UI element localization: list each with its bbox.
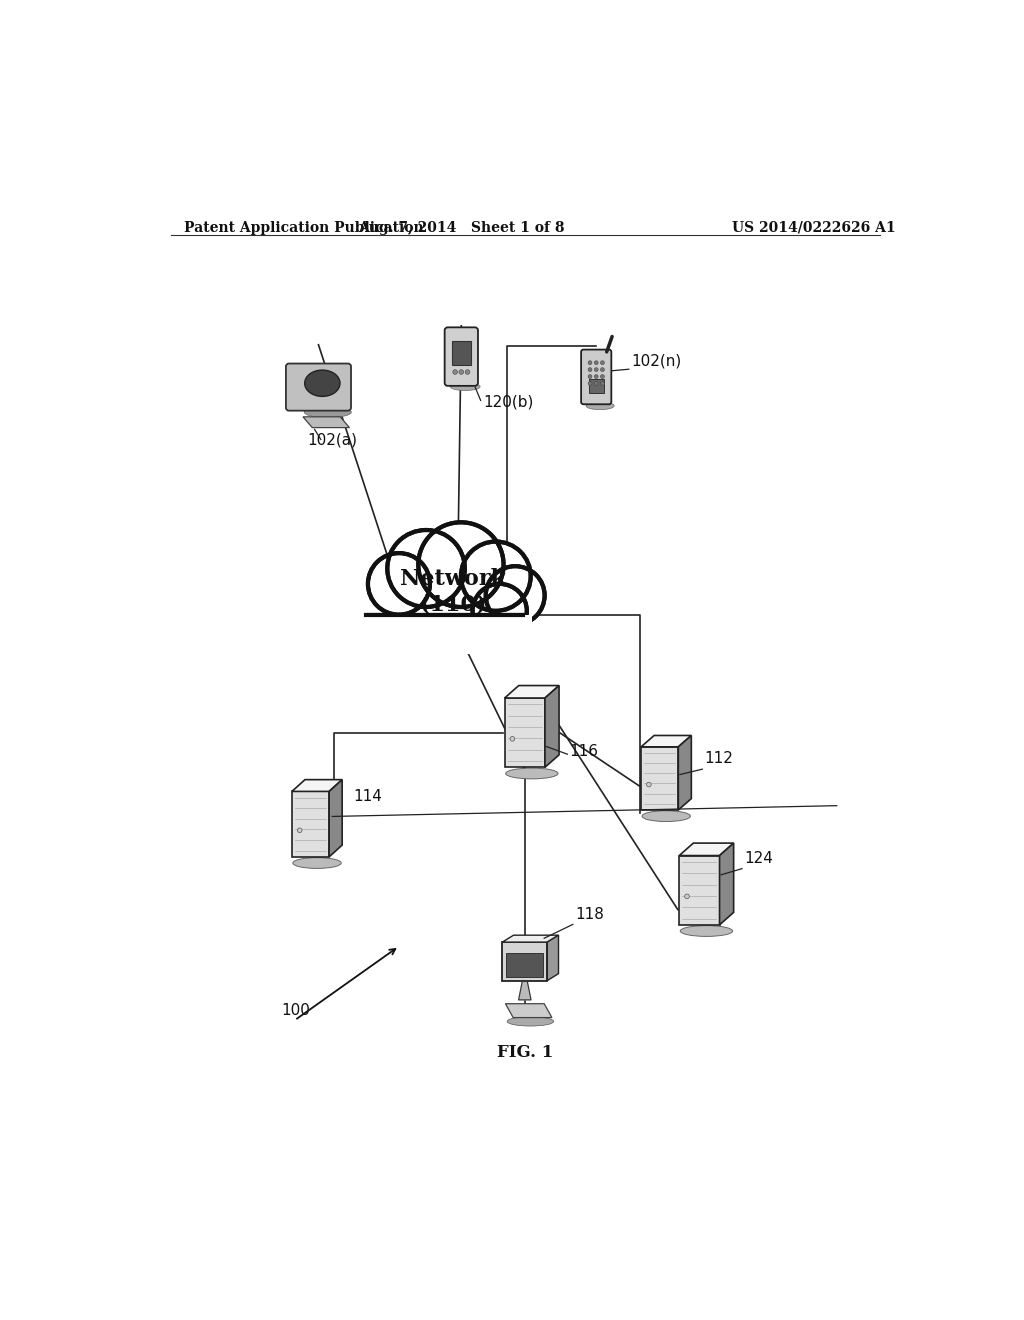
Circle shape <box>368 553 430 615</box>
Circle shape <box>588 375 592 379</box>
FancyBboxPatch shape <box>286 363 351 411</box>
Ellipse shape <box>506 768 558 779</box>
Polygon shape <box>292 780 342 792</box>
Polygon shape <box>720 843 733 925</box>
Bar <box>365 615 530 645</box>
Circle shape <box>419 523 504 607</box>
Polygon shape <box>518 981 531 999</box>
Polygon shape <box>292 792 329 857</box>
Text: FIG. 1: FIG. 1 <box>497 1044 553 1061</box>
Circle shape <box>600 381 604 385</box>
Polygon shape <box>505 685 559 698</box>
Text: Patent Application Publication: Patent Application Publication <box>183 220 424 235</box>
Polygon shape <box>641 747 678 810</box>
Text: US 2014/0222626 A1: US 2014/0222626 A1 <box>732 220 896 235</box>
Circle shape <box>510 737 515 741</box>
Circle shape <box>594 368 598 371</box>
Circle shape <box>600 360 604 364</box>
Circle shape <box>594 360 598 364</box>
Polygon shape <box>679 855 720 925</box>
Text: 102(n): 102(n) <box>631 354 681 368</box>
Polygon shape <box>679 843 733 855</box>
Circle shape <box>453 370 458 375</box>
Ellipse shape <box>507 1016 554 1026</box>
Ellipse shape <box>586 403 614 409</box>
Ellipse shape <box>305 370 340 396</box>
Bar <box>589 379 604 393</box>
FancyBboxPatch shape <box>444 327 478 385</box>
Text: 102(a): 102(a) <box>307 433 356 447</box>
Ellipse shape <box>451 383 480 391</box>
Polygon shape <box>329 780 342 857</box>
Circle shape <box>588 360 592 364</box>
Polygon shape <box>503 942 547 981</box>
Circle shape <box>588 368 592 371</box>
Text: Network
(110): Network (110) <box>400 568 506 615</box>
Text: Aug. 7, 2014   Sheet 1 of 8: Aug. 7, 2014 Sheet 1 of 8 <box>358 220 564 235</box>
Circle shape <box>297 828 302 833</box>
Ellipse shape <box>293 858 341 869</box>
Bar <box>367 611 524 634</box>
Text: 112: 112 <box>705 751 733 766</box>
Text: 118: 118 <box>575 907 604 921</box>
Text: 114: 114 <box>353 789 382 804</box>
Polygon shape <box>545 685 559 767</box>
Polygon shape <box>506 1003 552 1018</box>
Text: 116: 116 <box>569 743 599 759</box>
Polygon shape <box>505 698 545 767</box>
Circle shape <box>685 894 689 899</box>
Circle shape <box>461 541 530 611</box>
Polygon shape <box>641 735 691 747</box>
Ellipse shape <box>642 810 690 821</box>
Polygon shape <box>547 935 558 981</box>
Bar <box>361 615 532 653</box>
Bar <box>452 341 471 364</box>
Circle shape <box>472 583 526 638</box>
Circle shape <box>600 368 604 371</box>
Polygon shape <box>503 935 558 942</box>
Polygon shape <box>303 417 349 428</box>
Text: 120(b): 120(b) <box>483 395 534 409</box>
Polygon shape <box>506 953 544 977</box>
Text: 100: 100 <box>282 1003 310 1018</box>
Circle shape <box>465 370 470 375</box>
Circle shape <box>588 381 592 385</box>
Ellipse shape <box>389 557 509 619</box>
Circle shape <box>646 783 651 787</box>
Circle shape <box>459 370 464 375</box>
Circle shape <box>594 375 598 379</box>
Circle shape <box>387 531 465 607</box>
Circle shape <box>600 375 604 379</box>
Ellipse shape <box>680 925 732 936</box>
Circle shape <box>485 566 545 624</box>
FancyBboxPatch shape <box>581 350 611 404</box>
Text: 124: 124 <box>744 851 773 866</box>
Polygon shape <box>678 735 691 810</box>
Circle shape <box>594 381 598 385</box>
Ellipse shape <box>304 407 351 417</box>
